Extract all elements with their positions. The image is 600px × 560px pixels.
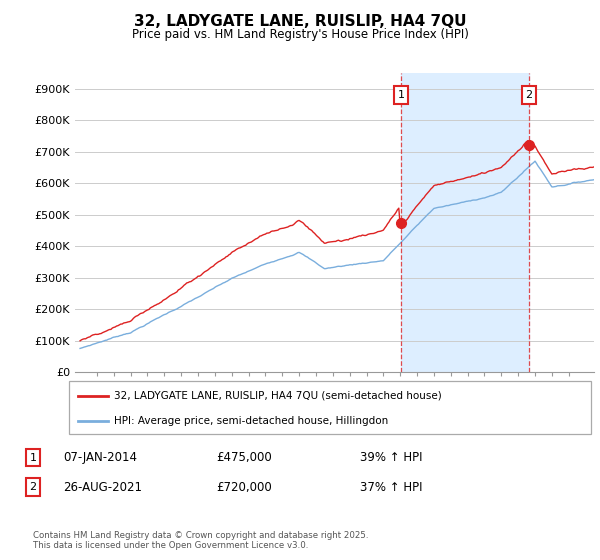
Text: 26-AUG-2021: 26-AUG-2021 xyxy=(63,480,142,494)
Text: 39% ↑ HPI: 39% ↑ HPI xyxy=(360,451,422,464)
Text: 32, LADYGATE LANE, RUISLIP, HA4 7QU (semi-detached house): 32, LADYGATE LANE, RUISLIP, HA4 7QU (sem… xyxy=(114,391,442,401)
Text: 2: 2 xyxy=(526,90,533,100)
Text: Price paid vs. HM Land Registry's House Price Index (HPI): Price paid vs. HM Land Registry's House … xyxy=(131,28,469,41)
Text: 37% ↑ HPI: 37% ↑ HPI xyxy=(360,480,422,494)
Bar xyxy=(401,73,529,372)
Text: £475,000: £475,000 xyxy=(216,451,272,464)
Text: 07-JAN-2014: 07-JAN-2014 xyxy=(63,451,137,464)
Text: 2: 2 xyxy=(29,482,37,492)
Text: £720,000: £720,000 xyxy=(216,480,272,494)
Text: HPI: Average price, semi-detached house, Hillingdon: HPI: Average price, semi-detached house,… xyxy=(114,416,388,426)
Text: 1: 1 xyxy=(29,452,37,463)
Text: 1: 1 xyxy=(397,90,404,100)
Text: 32, LADYGATE LANE, RUISLIP, HA4 7QU: 32, LADYGATE LANE, RUISLIP, HA4 7QU xyxy=(134,14,466,29)
Text: Contains HM Land Registry data © Crown copyright and database right 2025.
This d: Contains HM Land Registry data © Crown c… xyxy=(33,531,368,550)
